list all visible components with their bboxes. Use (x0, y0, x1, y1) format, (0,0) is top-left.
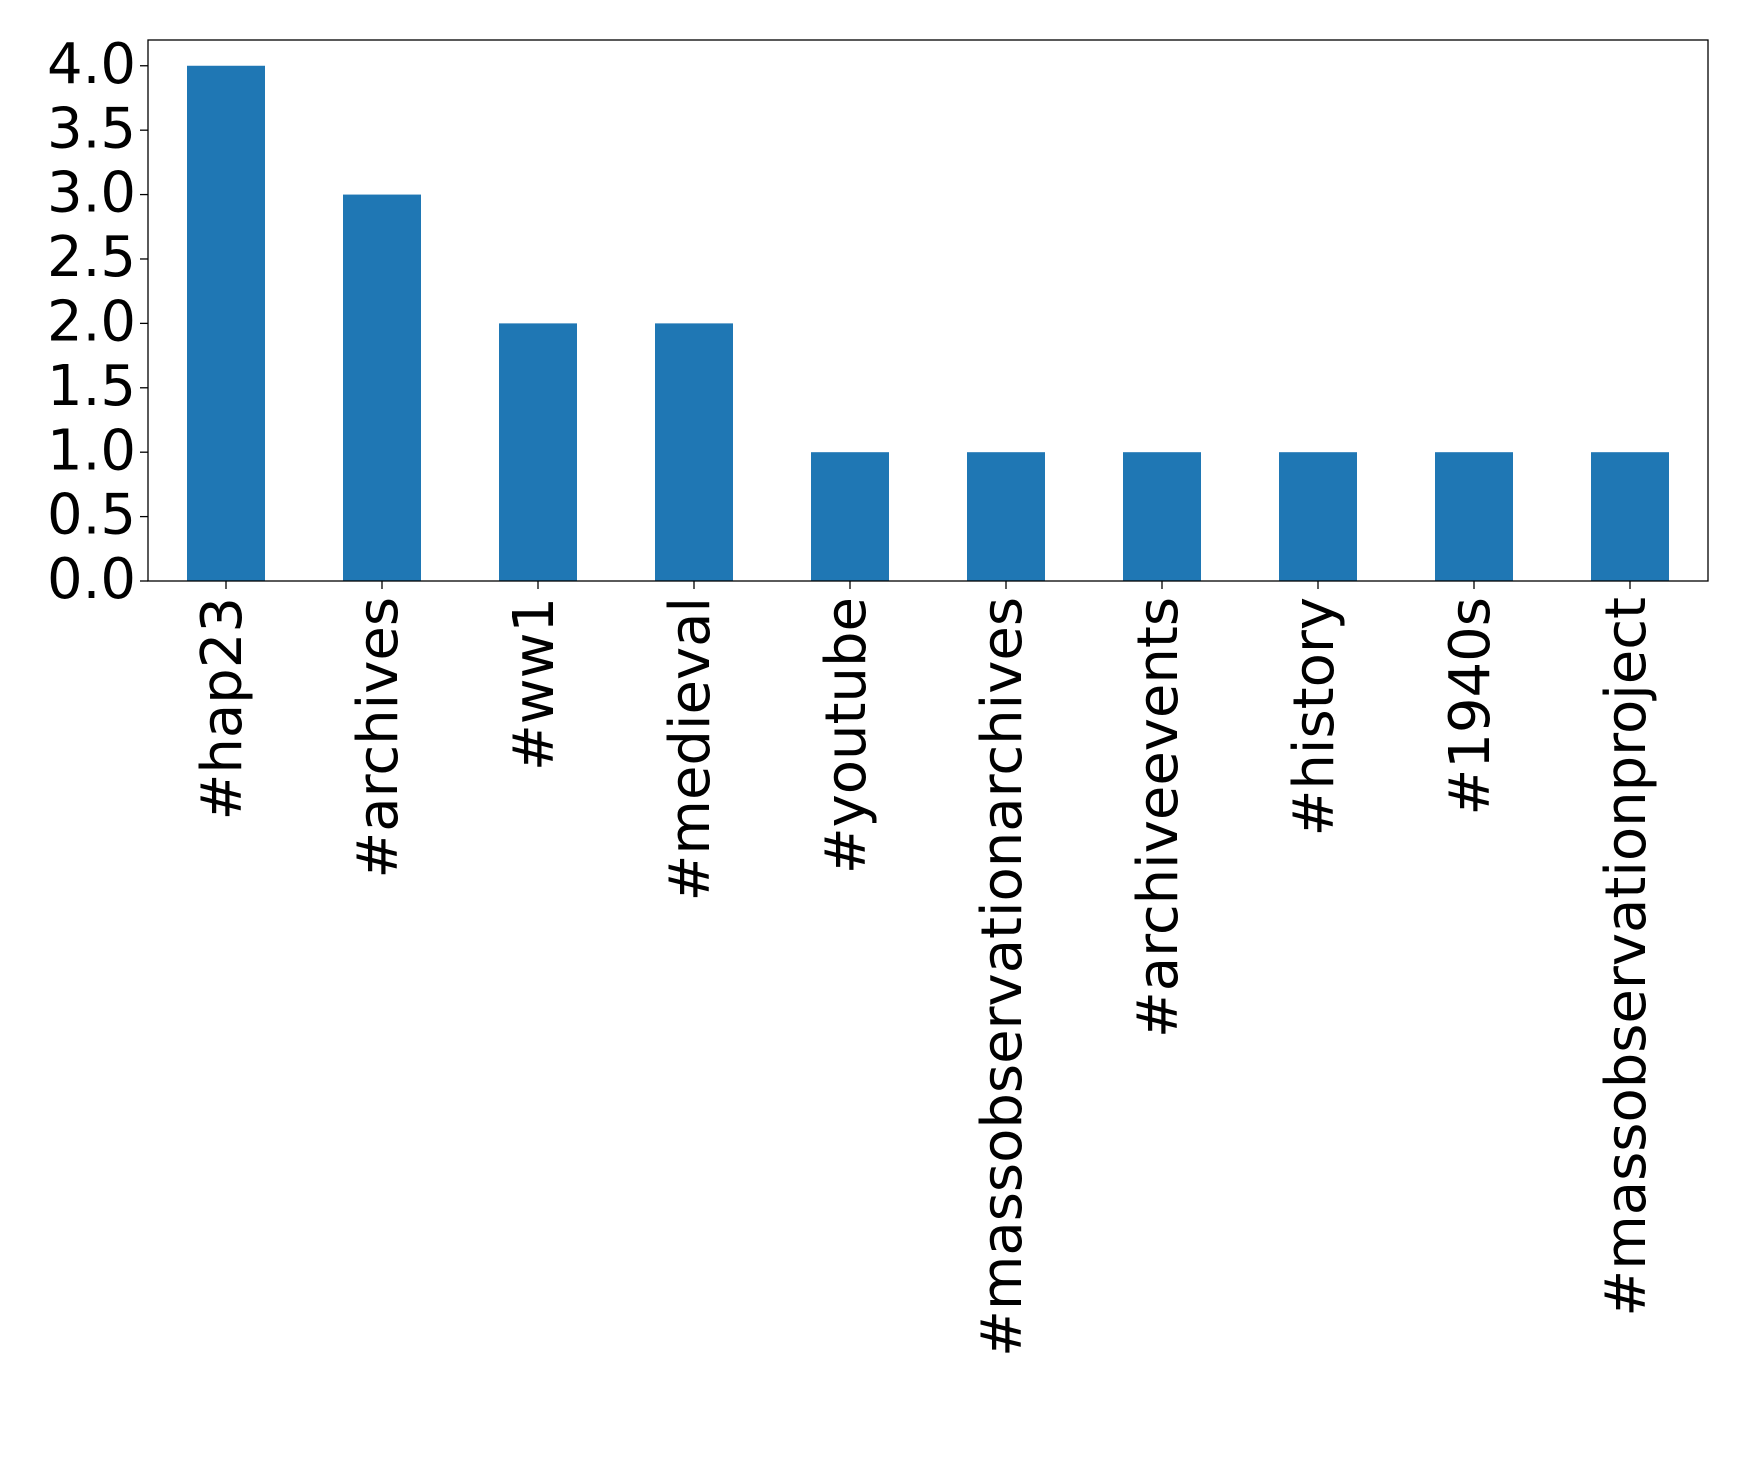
bar (1123, 452, 1201, 581)
bar (1435, 452, 1513, 581)
x-tick-label: #archives (346, 597, 411, 879)
bar (967, 452, 1045, 581)
x-tick-label: #medieval (658, 597, 723, 902)
x-tick-label: #massobservationarchives (970, 597, 1035, 1357)
bar (1591, 452, 1669, 581)
y-tick-label: 4.0 (47, 32, 136, 97)
x-tick-label: #youtube (814, 597, 879, 874)
axes-frame (147, 39, 1709, 582)
x-tick-label: #history (1282, 597, 1347, 837)
y-tick-label: 2.0 (47, 290, 136, 355)
y-tick-label: 2.5 (47, 225, 136, 290)
x-tick-label: #archiveevents (1126, 597, 1191, 1038)
y-tick-label: 3.0 (47, 161, 136, 226)
bar (187, 65, 265, 581)
bar (499, 323, 577, 581)
bar (343, 194, 421, 582)
bar (655, 323, 733, 581)
y-tick-label: 1.5 (47, 354, 136, 419)
y-tick-label: 1.0 (47, 418, 136, 483)
x-tick-label: #1940s (1438, 597, 1503, 816)
bar (811, 452, 889, 581)
x-tick-label: #hap23 (190, 597, 255, 821)
y-tick-label: 0.0 (47, 547, 136, 612)
x-tick-label: #ww1 (502, 597, 567, 771)
bar (1279, 452, 1357, 581)
y-tick-label: 0.5 (47, 483, 136, 548)
y-tick-label: 3.5 (47, 96, 136, 161)
x-tick-label: #massobservationproject (1594, 597, 1659, 1317)
